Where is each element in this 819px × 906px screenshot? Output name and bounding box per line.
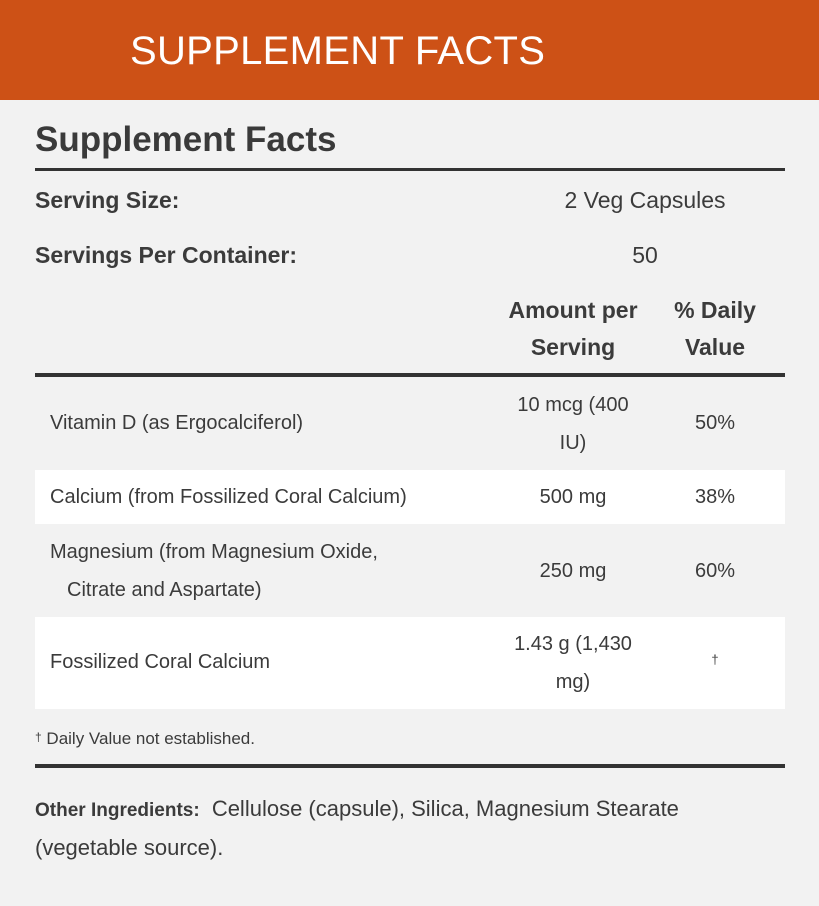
nutrient-amount: 250 mg	[539, 560, 607, 582]
facts-title: Supplement Facts	[35, 120, 337, 159]
servings-per-container-label: Servings Per Container:	[35, 242, 298, 268]
divider-thick	[35, 764, 785, 768]
nutrient-daily-value: †	[711, 652, 719, 667]
nutrient-amount-line1: 10 mcg (400	[517, 394, 629, 416]
footnote-mark: †	[35, 730, 42, 744]
table-row: Fossilized Coral Calcium 1.43 g (1,430 m…	[35, 617, 785, 709]
table-row: Vitamin D (as Ergocalciferol) 10 mcg (40…	[35, 377, 785, 470]
servings-per-container-value: 50	[632, 242, 658, 268]
nutrient-amount: 1.43 g (1,430 mg)	[497, 625, 649, 701]
table-row: Calcium (from Fossilized Coral Calcium) …	[35, 470, 785, 524]
nutrient-amount: 10 mcg (400 IU)	[497, 386, 649, 462]
nutrient-name: Vitamin D (as Ergocalciferol)	[50, 412, 304, 434]
other-ingredients: Other Ingredients: Cellulose (capsule), …	[35, 790, 785, 866]
column-header-amount: Amount per Serving	[497, 292, 649, 366]
nutrient-daily-value: 60%	[694, 560, 736, 582]
nutrient-amount-line2: IU)	[559, 432, 587, 454]
nutrient-amount-line2: mg)	[555, 671, 591, 693]
nutrient-name-line2: Citrate and Aspartate)	[67, 579, 262, 601]
column-header-daily-value: % Daily Value	[649, 292, 781, 366]
other-ingredients-label: Other Ingredients:	[35, 800, 200, 821]
serving-size-label: Serving Size:	[35, 187, 180, 213]
column-header-amount-line1: Amount per	[508, 297, 638, 323]
banner-title: SUPPLEMENT FACTS	[130, 29, 546, 73]
nutrient-name: Calcium (from Fossilized Coral Calcium)	[50, 486, 407, 508]
nutrient-name: Magnesium (from Magnesium Oxide, Citrate…	[50, 533, 490, 609]
divider-thick	[35, 373, 785, 377]
nutrient-daily-value: 50%	[694, 412, 736, 434]
supplement-facts-panel: Supplement Facts Serving Size: 2 Veg Cap…	[35, 100, 785, 906]
table-row: Magnesium (from Magnesium Oxide, Citrate…	[35, 524, 785, 617]
footnote: † Daily Value not established.	[35, 726, 255, 750]
column-header-dv-line1: % Daily	[674, 297, 756, 323]
nutrient-amount: 500 mg	[539, 486, 607, 508]
divider	[35, 168, 785, 171]
nutrient-amount-line1: 1.43 g (1,430	[514, 633, 632, 655]
nutrient-daily-value: 38%	[694, 486, 736, 508]
nutrient-name-line1: Magnesium (from Magnesium Oxide,	[50, 541, 378, 563]
footnote-text: Daily Value not established.	[46, 729, 255, 748]
serving-size-value: 2 Veg Capsules	[564, 187, 726, 213]
other-ingredients-text: Cellulose (capsule), Silica, Magnesium S…	[35, 796, 679, 860]
header-banner: SUPPLEMENT FACTS	[0, 0, 819, 100]
nutrient-name: Fossilized Coral Calcium	[50, 651, 271, 673]
column-header-amount-line2: Serving	[530, 334, 616, 360]
column-header-dv-line2: Value	[684, 334, 746, 360]
